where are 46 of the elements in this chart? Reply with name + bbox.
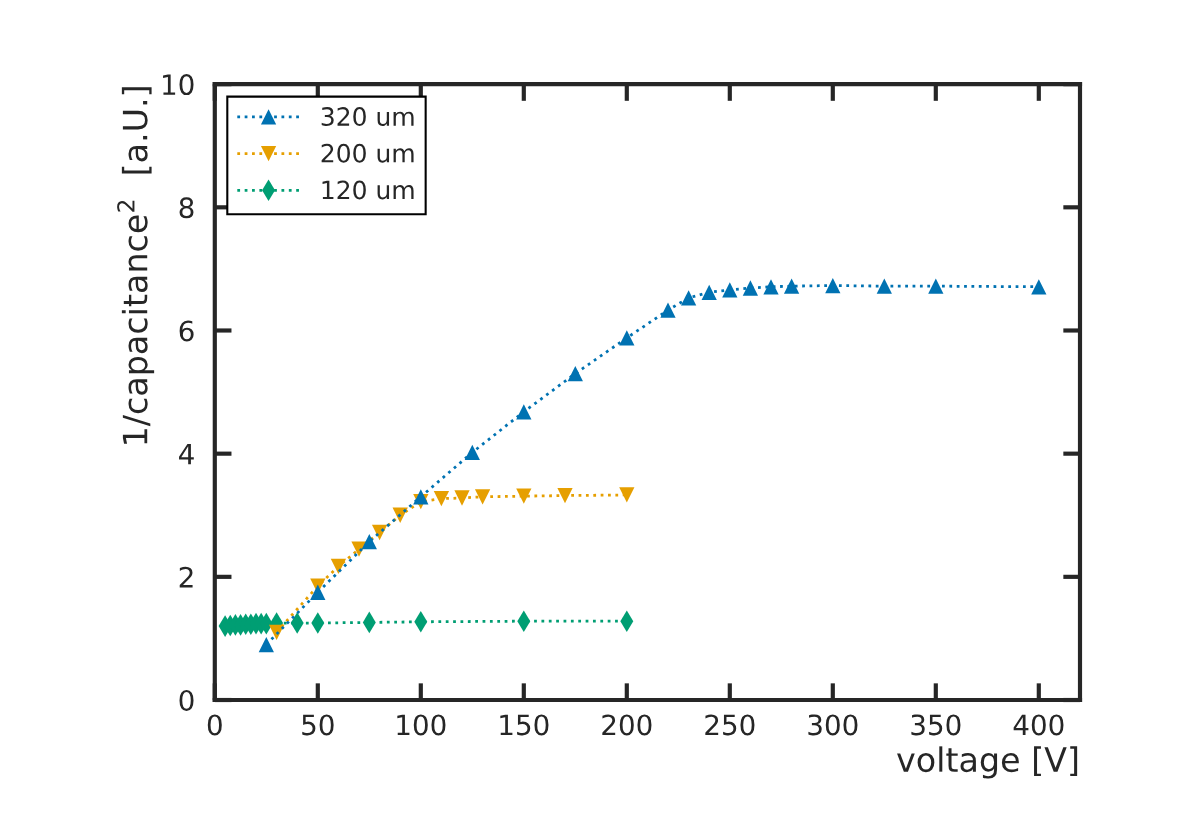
point	[361, 534, 377, 550]
point	[763, 279, 779, 295]
point	[413, 489, 429, 505]
point	[876, 278, 892, 294]
x-tick-label: 150	[500, 714, 549, 736]
point	[454, 490, 470, 506]
point	[474, 489, 491, 505]
legend-label: 200 um	[321, 143, 414, 163]
point	[722, 282, 738, 298]
y-tick-label: 0	[179, 689, 194, 711]
legend-label: 120 um	[322, 180, 414, 200]
point	[433, 490, 450, 507]
x-tick-label: 400	[1013, 714, 1064, 736]
point	[464, 444, 480, 461]
point	[557, 487, 573, 504]
y-tick-label: 2	[179, 566, 193, 588]
point	[1031, 279, 1047, 295]
legend-label: 320 um	[321, 107, 414, 126]
point	[619, 487, 635, 503]
x-axis-title: voltage [V]	[897, 746, 1078, 779]
x-tick-label: 350	[911, 714, 961, 736]
y-tick-label: 4	[179, 443, 194, 465]
point	[825, 277, 841, 294]
point	[258, 636, 274, 653]
y-axis-title: 1/capacitance$^{2}$ [a.U.]	[117, 87, 155, 444]
x-tick-label: 0	[207, 714, 222, 736]
point	[742, 280, 759, 296]
x-tick-label: 200	[602, 714, 652, 736]
point	[680, 290, 697, 306]
y-tick-label: 6	[179, 320, 194, 342]
point	[330, 558, 347, 575]
y-tick-label: 8	[179, 197, 194, 219]
point	[928, 278, 944, 294]
point	[516, 404, 532, 420]
y-tick-label: 10	[163, 74, 194, 96]
point	[783, 278, 800, 294]
x-tick-label: 50	[302, 714, 334, 736]
point	[701, 284, 717, 300]
x-tick-label: 100	[397, 714, 446, 736]
point	[660, 302, 676, 318]
x-tick-label: 300	[808, 714, 858, 736]
point	[567, 365, 583, 382]
point	[619, 330, 635, 346]
point	[516, 488, 532, 504]
point	[310, 584, 326, 600]
x-tick-label: 250	[705, 714, 755, 736]
